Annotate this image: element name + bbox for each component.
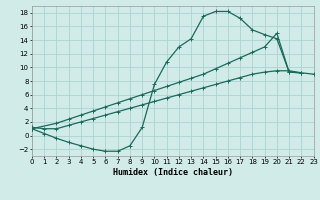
X-axis label: Humidex (Indice chaleur): Humidex (Indice chaleur) xyxy=(113,168,233,177)
